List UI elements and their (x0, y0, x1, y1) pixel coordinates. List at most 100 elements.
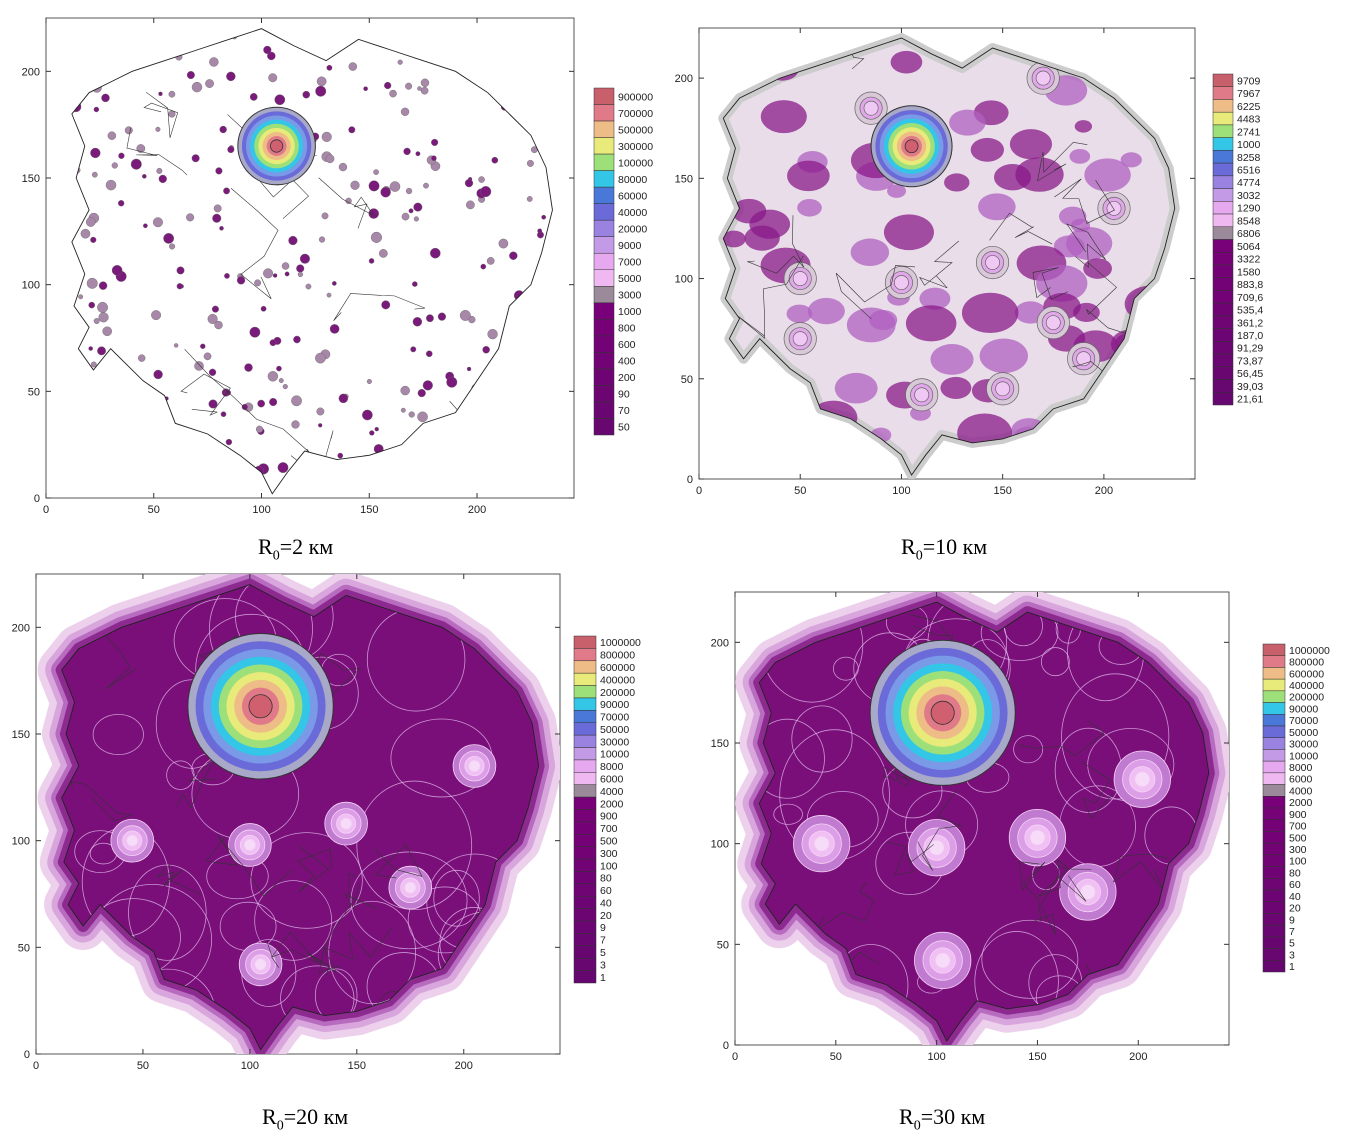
x-tick-label: 50 (830, 1051, 842, 1063)
legend-label: 7 (1289, 926, 1295, 938)
settlement-dot (263, 45, 272, 54)
settlement-dot (350, 180, 360, 190)
district-border (184, 348, 310, 453)
plot-area (71, 28, 553, 495)
region-outline (61, 584, 540, 1051)
hotspot-core (904, 139, 919, 154)
y-tick-label: 100 (675, 274, 693, 286)
density-spot (126, 834, 138, 847)
settlement-dot (219, 226, 224, 231)
settlement-dot (213, 204, 222, 213)
district-border (1037, 141, 1088, 182)
density-blob (1070, 218, 1091, 233)
legend-swatch (593, 219, 615, 237)
district-border (1066, 223, 1106, 268)
legend-label: 9709 (1237, 75, 1261, 87)
settlement-dot (186, 213, 195, 222)
legend-swatch (1212, 201, 1234, 215)
legend-swatch (1212, 328, 1234, 342)
legend-swatch (1212, 226, 1234, 240)
settlement-dot (325, 154, 335, 164)
settlement-dot (249, 326, 261, 338)
legend-swatch (1262, 831, 1286, 844)
settlement-dot (267, 51, 276, 61)
settlement-dot (236, 276, 246, 285)
settlement-dot (498, 238, 509, 249)
settlement-dot (227, 146, 235, 154)
density-spot (1080, 884, 1096, 900)
density-blob (786, 304, 813, 323)
legend-label: 800000 (600, 650, 635, 662)
legend-swatch (593, 203, 615, 221)
legend-label: 1290 (1237, 203, 1261, 215)
legend-label: 8000 (600, 761, 624, 773)
legend-swatch (1262, 819, 1286, 832)
settlement-dot (405, 82, 413, 90)
settlement-dot (138, 354, 146, 362)
district-border (883, 761, 920, 787)
settlement-dot (384, 81, 392, 90)
y-tick-label: 100 (711, 839, 729, 851)
legend-swatch (573, 821, 597, 835)
legend-label: 7967 (1237, 88, 1261, 100)
district-border (70, 781, 132, 822)
district-border (887, 841, 934, 876)
y-tick-label: 200 (12, 622, 30, 634)
legend-label: 200000 (1289, 692, 1324, 704)
caption-sub: 0 (276, 1118, 284, 1134)
settlement-dot (363, 86, 368, 91)
district-border (143, 91, 179, 138)
settlement-dot (368, 180, 380, 192)
legend-label: 700 (600, 823, 618, 835)
settlement-dot (362, 409, 373, 421)
settlement-dot (278, 378, 284, 383)
settlement-dot (331, 281, 337, 286)
legend-swatch (1212, 73, 1234, 87)
density-blob (887, 184, 907, 198)
y-tick-label: 0 (34, 493, 40, 505)
settlement-dot (254, 279, 262, 287)
legend-label: 80 (1289, 867, 1301, 879)
legend-label: 21,61 (1237, 394, 1263, 406)
contour-line (350, 851, 468, 950)
x-tick-label: 50 (137, 1060, 149, 1072)
plot-area (735, 592, 1229, 1045)
legend-swatch (573, 734, 597, 748)
settlement-dot (224, 273, 230, 279)
legend-label: 3032 (1237, 190, 1261, 202)
legend-swatch (1212, 162, 1234, 177)
density-blob (760, 100, 807, 134)
legend-swatch (1212, 150, 1234, 164)
legend-swatch (593, 401, 615, 419)
district-border (344, 872, 377, 910)
settlement-dot (163, 233, 174, 244)
legend-swatch (1212, 392, 1234, 406)
legend-label: 2000 (1289, 797, 1313, 809)
density-spot (254, 958, 267, 971)
plot-area (718, 33, 1180, 479)
legend-swatch (593, 87, 615, 105)
settlement-dot (169, 243, 176, 250)
legend-label: 4000 (600, 786, 624, 798)
legend-swatch (593, 352, 615, 370)
settlement-dot (208, 368, 217, 376)
legend-label: 56,45 (1237, 368, 1263, 380)
density-blob (979, 338, 1028, 374)
hotspot-core (269, 139, 284, 153)
settlement-dot (173, 343, 179, 348)
settlement-dot (215, 167, 223, 175)
settlement-dot (212, 213, 222, 223)
settlement-dot (373, 169, 379, 175)
legend-label: 70000 (1289, 715, 1318, 727)
density-blob (1120, 152, 1142, 168)
legend-swatch (593, 252, 615, 271)
settlement-dot (486, 257, 495, 265)
legend-swatch (593, 137, 615, 155)
legend-swatch (593, 269, 615, 287)
density-spot (995, 381, 1011, 397)
legend-label: 600000 (1289, 668, 1324, 680)
legend-label: 2741 (1237, 126, 1261, 138)
legend-label: 5 (600, 947, 606, 959)
district-border (1032, 875, 1087, 935)
legend-label: 187,0 (1237, 330, 1263, 342)
